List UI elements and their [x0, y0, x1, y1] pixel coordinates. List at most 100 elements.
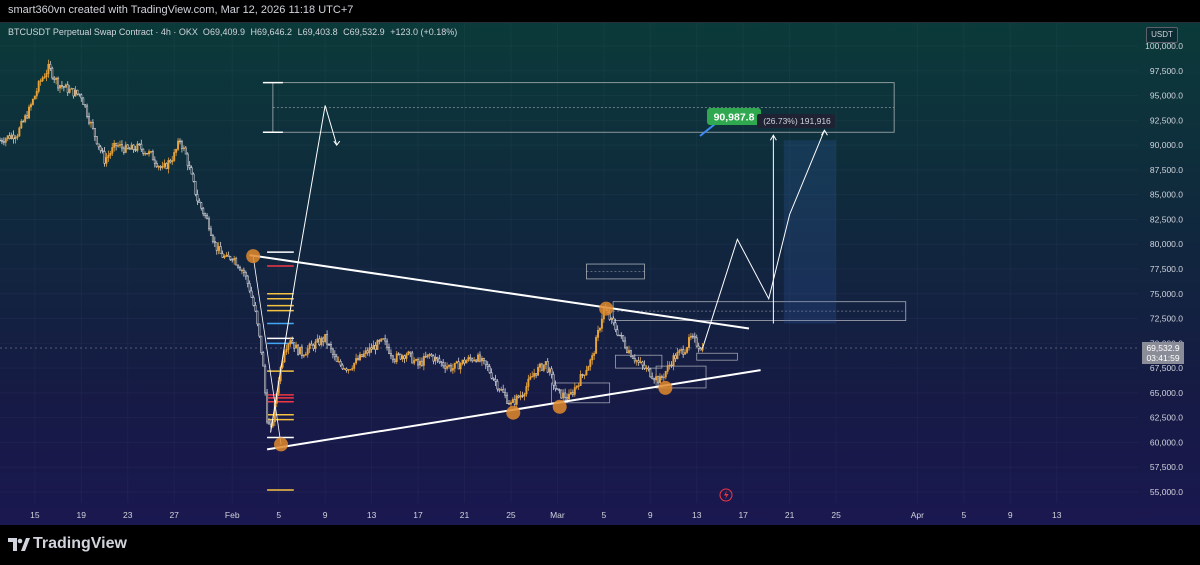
pivot-marker [246, 249, 261, 264]
candle-body [306, 348, 309, 355]
candle-body [89, 122, 92, 124]
open-value: 69,409.9 [209, 27, 245, 37]
candle-body [227, 254, 230, 257]
candle-body [295, 344, 298, 349]
candle-body [68, 88, 71, 93]
candle-body [699, 348, 702, 351]
x-tick-label: 23 [123, 510, 133, 520]
target-pointer [699, 123, 716, 137]
candle-body [337, 361, 340, 363]
projection-path [702, 130, 825, 349]
candle-body [239, 266, 241, 271]
candle-body [628, 350, 630, 353]
candle-body [101, 150, 104, 152]
candle-body [478, 354, 481, 362]
candle-body [175, 149, 178, 153]
candle-body [637, 360, 640, 363]
candle-body [120, 144, 123, 149]
candle-body [500, 389, 503, 391]
high-value: 69,646.2 [257, 27, 293, 37]
candle-body [482, 358, 485, 362]
candle-body [422, 356, 425, 366]
candle-body [409, 351, 412, 354]
x-tick-label: 25 [506, 510, 516, 520]
candle-body [113, 142, 116, 148]
tradingview-logo-icon[interactable] [8, 538, 30, 551]
candle-body [618, 334, 621, 337]
candle-body [196, 194, 199, 202]
candle-body [177, 140, 180, 150]
candle-body [597, 329, 600, 338]
candle-body [626, 347, 629, 353]
candle-body [20, 120, 23, 129]
candle-body [6, 135, 9, 139]
candle-body [517, 395, 520, 398]
candle-body [250, 290, 253, 298]
candle-body [546, 361, 549, 373]
candle-body [633, 358, 636, 362]
candle-body [37, 81, 40, 92]
candle-body [55, 77, 58, 80]
target-badge [707, 108, 761, 125]
candle-body [610, 317, 613, 320]
y-tick-label: 62,500.0 [1150, 413, 1183, 423]
candle-body [248, 283, 251, 292]
candle-body [355, 358, 358, 364]
candle-body [99, 146, 102, 151]
candle-body [0, 139, 1, 142]
author-line: smart360vn created with TradingView.com,… [8, 4, 354, 16]
candle-body [39, 80, 42, 82]
candle-body [86, 105, 89, 117]
candle-body [215, 242, 218, 251]
candle-body [471, 358, 474, 362]
candle-body [304, 353, 307, 356]
candle-body [138, 143, 141, 146]
candle-body [662, 376, 665, 379]
candle-body [103, 151, 106, 164]
chart-panel[interactable]: 100,000.0 97,500.0 95,000.0 92,500.0 90,000.… [0, 22, 1200, 526]
candle-body [4, 138, 7, 143]
chart-canvas[interactable]: 100,000.0 97,500.0 95,000.0 92,500.0 90,000.… [0, 23, 1200, 526]
candle-body [453, 362, 456, 369]
candle-body [484, 360, 487, 366]
y-tick-label: 100,000.0 [1145, 41, 1183, 51]
candles [0, 59, 704, 431]
candle-body [351, 368, 354, 370]
candle-body [583, 374, 586, 377]
x-tick-label: 5 [601, 510, 606, 520]
projection-path-left [270, 105, 338, 433]
tradingview-logo-text[interactable]: TradingView [33, 535, 127, 552]
top-bar: smart360vn created with TradingView.com,… [0, 0, 1200, 22]
candle-body [444, 365, 447, 369]
candle-body [333, 354, 336, 358]
y-tick-label: 90,000.0 [1150, 140, 1183, 150]
candle-body [357, 358, 360, 361]
candle-body [635, 360, 638, 362]
candle-body [302, 355, 305, 357]
x-tick-label: Mar [550, 510, 565, 520]
lightning-icon[interactable] [719, 488, 733, 502]
candle-body [548, 368, 551, 373]
candle-body [180, 141, 183, 149]
candle-body [496, 380, 499, 390]
drawings[interactable] [249, 105, 828, 451]
candle-body [527, 378, 530, 387]
candle-body [95, 136, 98, 145]
candle-body [289, 340, 292, 345]
y-tick-label: 57,500.0 [1150, 462, 1183, 472]
x-tick-label: 9 [323, 510, 328, 520]
candle-body [660, 376, 663, 378]
candle-body [666, 365, 669, 372]
candle-body [64, 84, 67, 88]
candle-body [506, 394, 509, 404]
currency-button[interactable]: USDT [1146, 27, 1178, 43]
candle-body [70, 88, 73, 90]
candle-body [446, 366, 449, 369]
small-box [615, 354, 663, 369]
candle-body [140, 143, 143, 150]
candle-body [653, 378, 656, 381]
symbol-name[interactable]: BTCUSDT Perpetual Swap Contract · 4h · O… [8, 27, 198, 37]
candle-body [430, 354, 433, 357]
close-value: 69,532.9 [349, 27, 385, 37]
candle-body [2, 141, 5, 143]
